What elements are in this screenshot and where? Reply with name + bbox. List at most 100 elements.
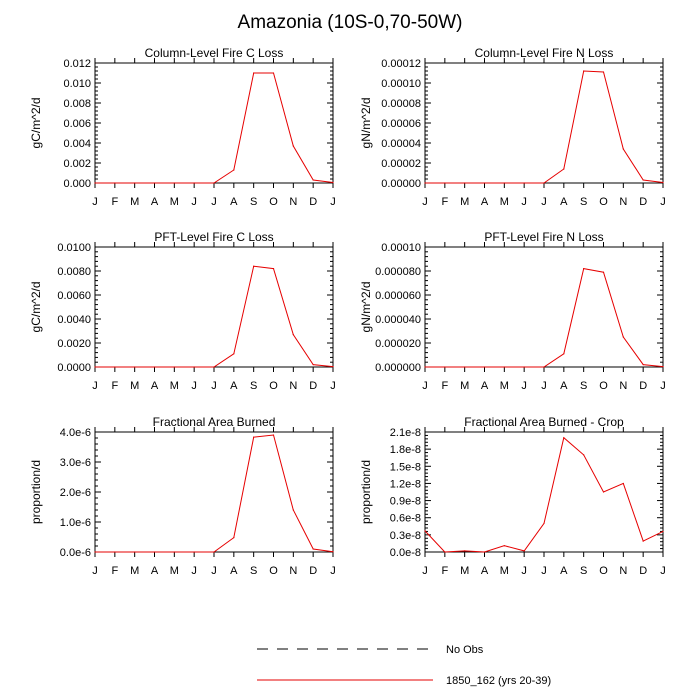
x-tick-label: S bbox=[250, 565, 257, 577]
data-point bbox=[173, 551, 175, 553]
y-tick-label: 0.0020 bbox=[57, 338, 91, 350]
x-tick-label: J bbox=[541, 565, 547, 577]
plot-frame bbox=[94, 62, 334, 184]
x-tick-label: S bbox=[250, 196, 257, 208]
y-tick-label: 0.0040 bbox=[57, 314, 91, 326]
data-point bbox=[332, 366, 334, 368]
x-tick-label: J bbox=[422, 196, 428, 208]
x-tick-label: N bbox=[619, 196, 627, 208]
y-tick-label: 0.008 bbox=[63, 98, 91, 110]
x-tick-label: S bbox=[580, 196, 587, 208]
data-point bbox=[134, 366, 136, 368]
data-point bbox=[114, 366, 116, 368]
data-point bbox=[153, 366, 156, 368]
y-tick-label: 0.0e-8 bbox=[390, 547, 421, 559]
chart-panel-1: Column-Level Fire C Loss gC/m^2/d 0.000 0.0… bbox=[29, 46, 336, 208]
plot-frame bbox=[94, 246, 334, 368]
series-line bbox=[425, 268, 664, 368]
x-tick-label: J bbox=[422, 380, 428, 392]
x-tick-label: N bbox=[619, 380, 627, 392]
data-point bbox=[543, 366, 545, 368]
data-point bbox=[444, 551, 446, 553]
y-tick-label: 0.000020 bbox=[375, 338, 421, 350]
data-point bbox=[483, 182, 486, 184]
y-tick-label: 0.012 bbox=[63, 58, 91, 70]
chart-panel-6: Fractional Area Burned - Crop proportion/… bbox=[359, 415, 666, 577]
data-point bbox=[642, 179, 644, 181]
data-point bbox=[213, 182, 215, 184]
y-tick-label: 2.0e-6 bbox=[60, 487, 91, 499]
page-title: Amazonia (10S-0,70-50W) bbox=[237, 12, 463, 33]
x-tick-label: J bbox=[92, 565, 98, 577]
data-point bbox=[583, 454, 585, 456]
x-tick-label: A bbox=[481, 380, 489, 392]
data-point bbox=[503, 182, 505, 184]
x-tick-label: F bbox=[441, 196, 448, 208]
data-point bbox=[464, 550, 466, 552]
y-tick-label: 0.000000 bbox=[375, 362, 421, 374]
y-tick-label: 0.00010 bbox=[381, 78, 421, 90]
y-tick-label: 4.0e-6 bbox=[60, 427, 91, 439]
y-axis-label: proportion/d bbox=[359, 460, 373, 524]
legend: No Obs 1850_162 (yrs 20-39) bbox=[257, 644, 551, 687]
x-tick-label: D bbox=[309, 380, 317, 392]
x-tick-label: O bbox=[599, 565, 608, 577]
data-point bbox=[642, 540, 644, 542]
x-tick-label: J bbox=[211, 380, 217, 392]
y-tick-label: 0.004 bbox=[63, 138, 91, 150]
series-line bbox=[425, 70, 664, 184]
y-axis-label: gN/m^2/d bbox=[359, 282, 373, 333]
x-tick-label: N bbox=[289, 565, 297, 577]
data-point bbox=[292, 145, 294, 147]
x-tick-label: F bbox=[111, 565, 118, 577]
data-point bbox=[233, 353, 235, 355]
data-point bbox=[622, 148, 624, 150]
x-tick-label: M bbox=[130, 380, 139, 392]
data-point bbox=[272, 72, 275, 74]
x-tick-label: A bbox=[481, 565, 489, 577]
y-tick-label: 0.0060 bbox=[57, 290, 91, 302]
data-point bbox=[193, 366, 195, 368]
y-tick-label: 0.00012 bbox=[381, 58, 421, 70]
y-tick-label: 0.000080 bbox=[375, 266, 421, 278]
y-axis-label: gN/m^2/d bbox=[359, 98, 373, 149]
chart-panel-5: Fractional Area Burned proportion/d 0.0e-6… bbox=[29, 415, 336, 577]
data-point bbox=[662, 181, 664, 184]
data-point bbox=[114, 182, 116, 184]
chart-title: Column-Level Fire C Loss bbox=[145, 46, 284, 60]
x-tick-label: O bbox=[269, 565, 278, 577]
x-tick-label: S bbox=[580, 565, 587, 577]
data-point bbox=[292, 509, 294, 511]
x-tick-label: M bbox=[170, 196, 179, 208]
data-point bbox=[464, 366, 466, 368]
x-tick-label: N bbox=[619, 565, 627, 577]
y-tick-label: 0.00006 bbox=[381, 118, 421, 130]
data-point bbox=[503, 545, 505, 547]
x-tick-label: F bbox=[111, 380, 118, 392]
x-tick-label: J bbox=[211, 565, 217, 577]
legend-series-label: 1850_162 (yrs 20-39) bbox=[446, 675, 551, 687]
y-tick-label: 0.000 bbox=[63, 178, 91, 190]
y-tick-label: 0.3e-8 bbox=[390, 530, 421, 542]
series-line bbox=[95, 265, 334, 368]
data-point bbox=[622, 336, 624, 338]
y-axis-label: proportion/d bbox=[29, 460, 43, 524]
data-point bbox=[563, 437, 565, 439]
data-point bbox=[173, 366, 175, 368]
data-point bbox=[523, 366, 525, 368]
data-point bbox=[312, 364, 314, 366]
y-tick-label: 0.0100 bbox=[57, 242, 91, 254]
data-point bbox=[483, 366, 486, 368]
plot-frame bbox=[424, 246, 664, 368]
data-point bbox=[213, 551, 215, 553]
data-point bbox=[272, 434, 275, 436]
x-tick-label: A bbox=[560, 565, 568, 577]
data-point bbox=[563, 168, 565, 170]
y-tick-label: 3.0e-6 bbox=[60, 457, 91, 469]
x-tick-label: D bbox=[309, 565, 317, 577]
x-tick-label: J bbox=[92, 380, 98, 392]
data-point bbox=[662, 366, 664, 368]
x-tick-label: A bbox=[481, 196, 489, 208]
y-tick-label: 0.0000 bbox=[57, 362, 91, 374]
x-tick-label: A bbox=[230, 565, 238, 577]
